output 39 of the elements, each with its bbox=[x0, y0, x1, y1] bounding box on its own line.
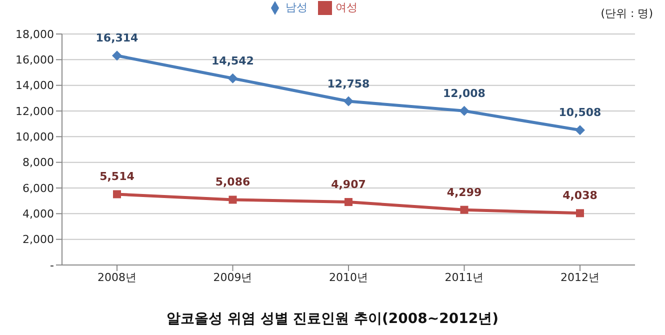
y-tick-label: 14,000 bbox=[16, 79, 54, 92]
point bbox=[228, 196, 237, 204]
y-tick-label: 8,000 bbox=[22, 156, 54, 170]
y-tick-label: 6,000 bbox=[22, 182, 54, 195]
point bbox=[112, 50, 122, 61]
data-label: 5,514 bbox=[100, 170, 135, 184]
data-label: 4,038 bbox=[562, 189, 598, 202]
y-tick-label: 10,000 bbox=[16, 130, 54, 144]
point bbox=[459, 106, 470, 116]
legend-label: 남성 bbox=[286, 1, 308, 14]
point bbox=[113, 190, 121, 198]
y-tick-label: 2,000 bbox=[22, 233, 54, 246]
data-label: 4,907 bbox=[331, 178, 366, 192]
x-tick-label: 2010년 bbox=[329, 270, 368, 284]
data-label: 4,299 bbox=[446, 186, 482, 199]
x-tick-label: 2011년 bbox=[444, 270, 484, 284]
data-label: 12,758 bbox=[327, 77, 370, 90]
text: 알코올성 위염 성별 진료인원 추이(2008~2012년) bbox=[166, 310, 500, 328]
x-tick-label: 2012년 bbox=[560, 270, 600, 284]
point bbox=[344, 96, 354, 106]
point bbox=[460, 206, 468, 214]
data-label: 14,542 bbox=[212, 54, 254, 68]
x-tick-label: 2008년 bbox=[98, 270, 136, 284]
y-tick-label: 18,000 bbox=[16, 28, 54, 41]
point bbox=[344, 198, 352, 206]
point bbox=[576, 209, 584, 218]
y-tick-label: 16,000 bbox=[16, 54, 54, 67]
point bbox=[575, 125, 585, 136]
data-label: 10,508 bbox=[558, 106, 602, 120]
y-tick-label: 4,000 bbox=[22, 208, 54, 221]
legend-label: 여성 bbox=[336, 1, 358, 14]
text: (단위 : 명) bbox=[600, 6, 653, 21]
y-tick-label: 12,000 bbox=[16, 104, 54, 118]
point bbox=[228, 73, 238, 84]
y-tick-label: - bbox=[50, 258, 54, 272]
x-tick-label: 2009년 bbox=[213, 270, 252, 284]
data-label: 16,314 bbox=[96, 32, 139, 45]
data-label: 5,086 bbox=[215, 176, 250, 189]
data-label: 12,008 bbox=[443, 86, 486, 100]
